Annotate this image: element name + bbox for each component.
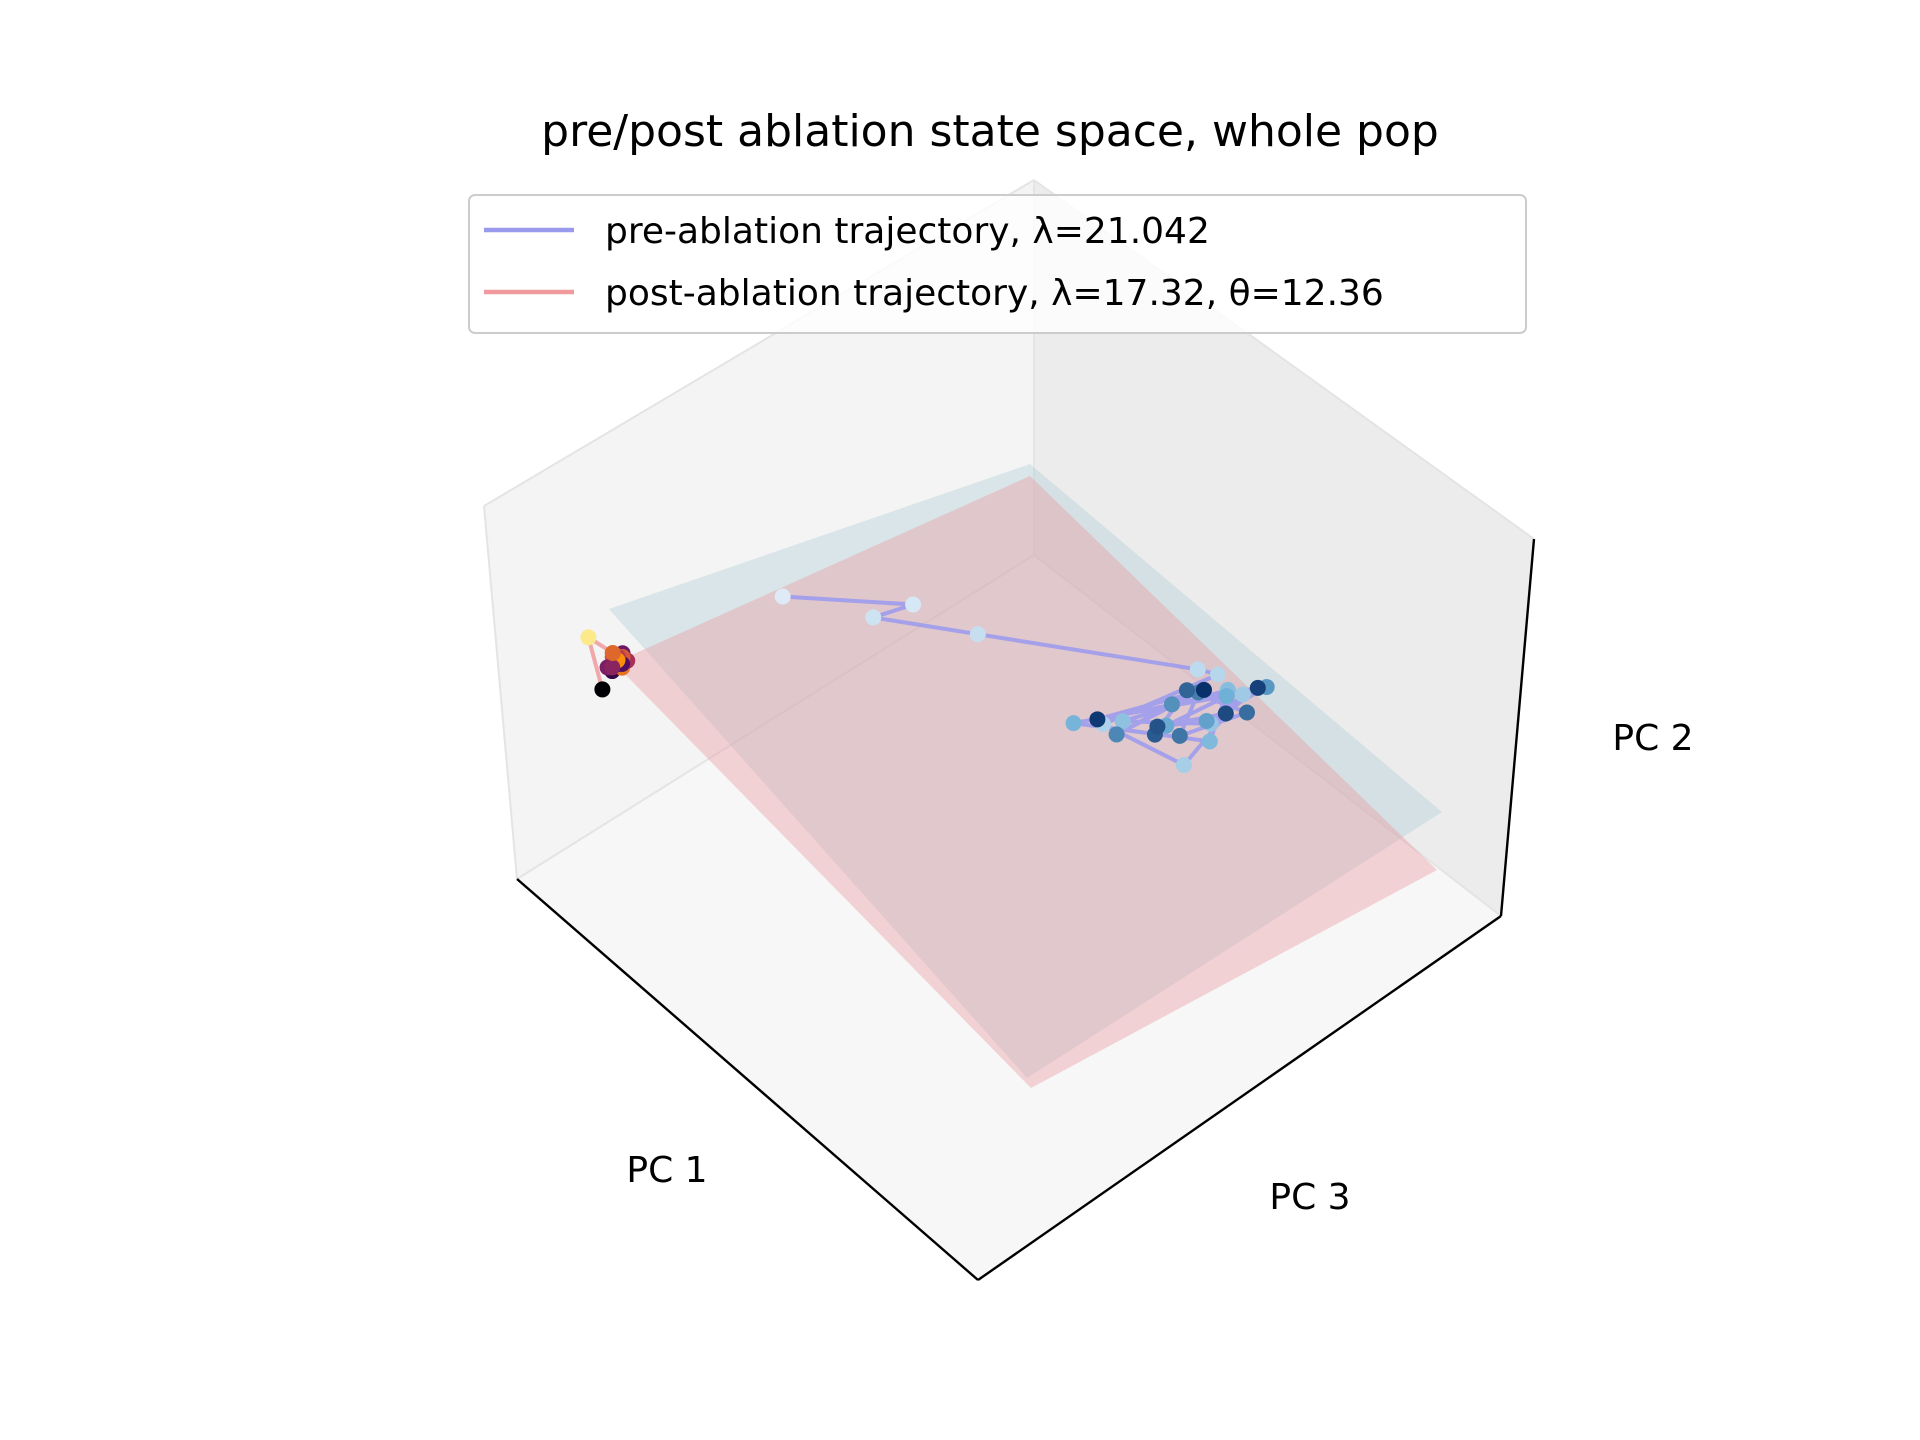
legend-label-post: post-ablation trajectory, λ=17.32, θ=12.… [605,273,1384,314]
pre-ablation-point [905,596,922,613]
pc1-axis-line [516,878,979,1281]
pre-ablation-point [1217,705,1234,722]
legend: pre-ablation trajectory, λ=21.042 post-a… [468,194,1527,334]
pre-ablation-point [1178,682,1195,699]
series-layer [580,588,1275,774]
pc1-axis-label: PC 1 [626,1150,707,1191]
pre-ablation-point [1201,733,1218,750]
pre-ablation-point [1195,681,1212,698]
pre-ablation-point [1108,726,1125,743]
pane-edge [1033,554,1502,917]
pc2-axis-label: PC 2 [1612,718,1693,759]
pre-ablation-point [1234,686,1251,703]
pre-ablation-point [1218,688,1235,705]
pc2-axis-line [1499,538,1536,917]
pane-right [1034,180,1534,916]
chart-title: pre/post ablation state space, whole pop [541,106,1439,157]
pc3-axis-line [977,915,1502,1281]
pane-edge [516,554,1035,880]
pane-floor [517,555,1501,1280]
post-ablation-point [594,681,611,698]
pre-ablation-point [865,609,882,626]
post-ablation-point [604,644,621,661]
pre-ablation-point [1249,679,1266,696]
axes-panes [483,179,1535,1280]
legend-frame [468,194,1527,334]
post-ablation-point [580,629,597,646]
pre-ablation-point [969,626,986,643]
pre-ablation-point [1114,713,1131,730]
pre-ablation-point [1175,757,1192,774]
pane-left [484,180,1034,879]
axis-lines [516,538,1536,1281]
pre-ablation-point [774,588,791,605]
pre-ablation-point [1209,666,1226,683]
legend-label-pre: pre-ablation trajectory, λ=21.042 [605,211,1210,252]
pre-ablation-point [1189,661,1206,678]
pre-ablation-point [1171,727,1188,744]
pc3-axis-label: PC 3 [1269,1177,1350,1218]
post-ablation-plane [614,476,1437,1088]
pre-ablation-point [1198,712,1215,729]
post-ablation-point [604,659,621,676]
fitted-planes [609,464,1442,1088]
pre-ablation-point [1089,711,1106,728]
pre-ablation-point [1163,696,1180,713]
pre-ablation-point [1065,715,1082,732]
pane-edge [483,505,518,880]
pre-ablation-point [1149,718,1166,735]
pre-ablation-plane [609,464,1442,1078]
pre-ablation-point [1238,704,1255,721]
